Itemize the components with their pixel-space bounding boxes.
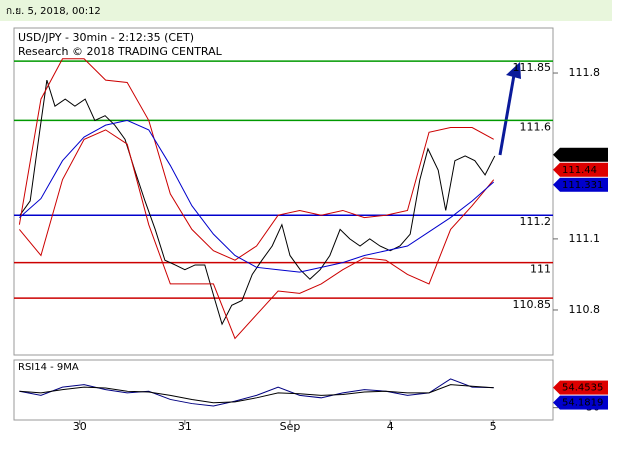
chart-title: USD/JPY - 30min - 2:12:35 (CET) (18, 31, 194, 44)
series-line (19, 79, 496, 326)
price-tag-label: 54.1819 (562, 398, 603, 409)
price-tag (560, 147, 608, 162)
rsi-title: RSI14 - 9MA (18, 362, 79, 373)
y-tick-label: 111.8 (569, 66, 601, 79)
series-line (19, 119, 495, 273)
price-tag-pointer (553, 162, 560, 177)
price-tag-pointer (553, 380, 560, 395)
price-tag-label: 111.44 (562, 165, 597, 176)
price-tag (560, 177, 608, 192)
level-label: 111.85 (513, 61, 552, 74)
price-tag-label: 54.4535 (562, 383, 603, 394)
header-date: ก.ย. 5, 2018, 00:12 (6, 6, 101, 17)
price-tag (560, 162, 608, 177)
level-label: 111.2 (520, 215, 552, 228)
header-bar (0, 0, 612, 21)
series-line (19, 129, 495, 340)
forecast-arrow-head (506, 62, 521, 79)
rsi-pane (13, 359, 554, 421)
price-tag (560, 380, 608, 395)
y-tick-label: 111.1 (569, 232, 601, 245)
price-tag-pointer (553, 395, 560, 410)
x-tick-label: 31 (178, 420, 192, 433)
y-tick-label: 110.8 (569, 303, 601, 316)
x-tick-label: 5 (490, 420, 497, 433)
price-tag-label: 111.331 (562, 180, 603, 191)
price-pane (13, 27, 554, 356)
x-tick-label: Sep (280, 420, 301, 433)
level-label: 111.6 (520, 120, 552, 133)
price-tag-pointer (553, 177, 560, 192)
x-tick-label: 4 (387, 420, 394, 433)
chart-subtitle: Research © 2018 TRADING CENTRAL (18, 45, 223, 58)
x-tick-label: 30 (73, 420, 87, 433)
series-line (18, 58, 494, 261)
level-label: 110.85 (513, 298, 552, 311)
series-line (19, 384, 494, 404)
price-tag-pointer (553, 147, 560, 162)
price-tag (560, 395, 608, 410)
level-label: 111 (530, 263, 551, 276)
forecast-arrow (498, 74, 516, 156)
price-tag-label: 111.455 (562, 150, 603, 161)
